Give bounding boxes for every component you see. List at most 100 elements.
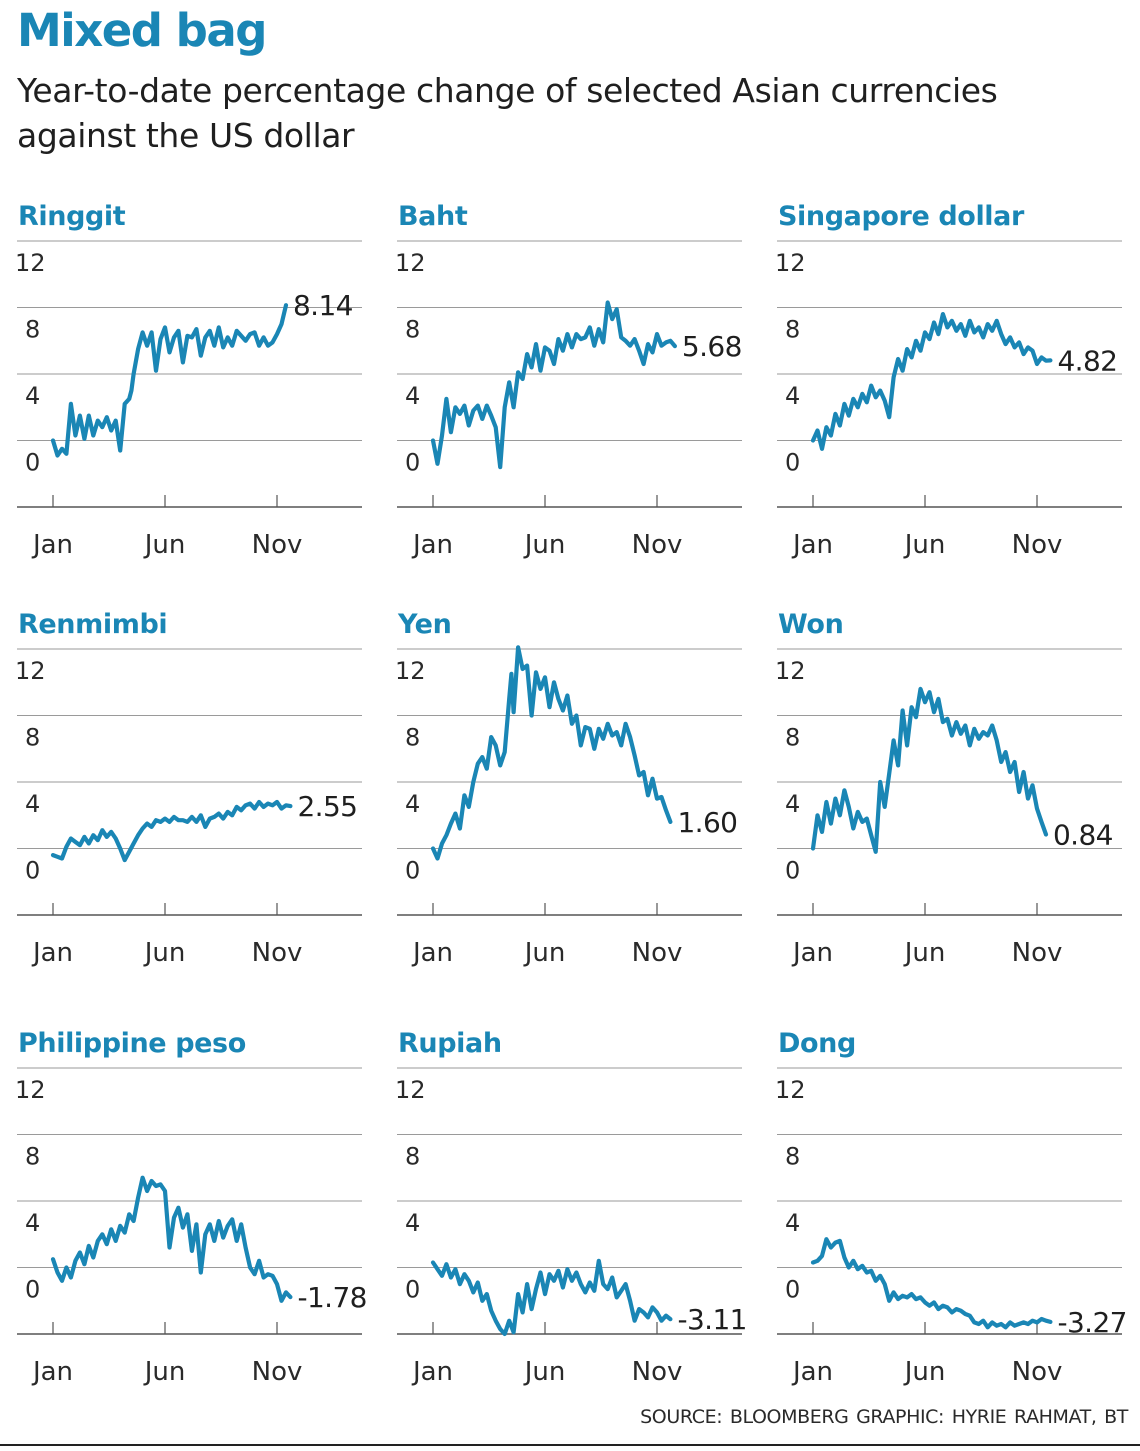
x-tick-label: Jan xyxy=(31,1357,73,1387)
y-tick-label: 4 xyxy=(405,382,420,410)
panel-yen: Yen 12 8 4 0 Jan Jun Nov 1.60 xyxy=(395,609,742,968)
y-tick-label: 8 xyxy=(785,724,800,752)
y-tick-label: 8 xyxy=(785,316,800,344)
panel-title: Ringgit xyxy=(18,201,126,232)
y-tick-label: 4 xyxy=(785,790,800,818)
end-value-label: 2.55 xyxy=(297,790,357,823)
y-tick-label: 8 xyxy=(405,724,420,752)
x-tick-label: Jun xyxy=(523,1357,566,1387)
panel-title: Singapore dollar xyxy=(778,201,1025,232)
end-value-label: -3.11 xyxy=(677,1303,746,1336)
x-tick-label: Jun xyxy=(523,938,566,968)
end-value-label: 5.68 xyxy=(682,330,742,363)
y-tick-label: 8 xyxy=(405,316,420,344)
end-value-label: 8.14 xyxy=(293,289,353,322)
bottom-rule xyxy=(0,1444,1140,1446)
x-tick-label: Nov xyxy=(252,530,303,560)
y-tick-label: 0 xyxy=(405,857,420,885)
series-line-ringgit xyxy=(50,303,289,458)
y-tick-label: 12 xyxy=(395,1076,426,1104)
panel-title: Baht xyxy=(398,201,468,232)
x-tick-label: Nov xyxy=(252,938,303,968)
panel-ringgit: Ringgit 12 8 4 0 Jan Jun Nov 8.14 xyxy=(15,201,362,560)
y-tick-label: 12 xyxy=(775,657,806,685)
y-tick-label: 8 xyxy=(25,1143,40,1171)
panel-dong: Dong 12 8 4 0 Jan Jun Nov -3.27 xyxy=(775,1028,1127,1387)
end-value-label: 0.84 xyxy=(1053,819,1113,852)
panel-title: Yen xyxy=(397,609,451,640)
page-title: Mixed bag xyxy=(17,4,267,57)
y-tick-label: 4 xyxy=(785,1209,800,1237)
source-credit: SOURCE: BLOOMBERG GRAPHIC: HYRIE RAHMAT,… xyxy=(640,1406,1128,1428)
y-tick-label: 0 xyxy=(405,449,420,477)
y-tick-label: 0 xyxy=(785,449,800,477)
y-tick-label: 12 xyxy=(395,657,426,685)
x-tick-label: Jan xyxy=(31,530,73,560)
y-tick-label: 4 xyxy=(25,790,40,818)
panel-singapore-dollar: Singapore dollar 12 8 4 0 Jan Jun Nov 4.82 xyxy=(775,201,1122,560)
y-tick-label: 8 xyxy=(25,724,40,752)
y-tick-label: 12 xyxy=(15,249,46,277)
x-tick-label: Nov xyxy=(1012,938,1063,968)
y-tick-label: 8 xyxy=(405,1143,420,1171)
x-tick-label: Nov xyxy=(252,1357,303,1387)
series-line-yen xyxy=(430,645,673,861)
end-value-label: -3.27 xyxy=(1057,1306,1126,1339)
x-tick-label: Jun xyxy=(903,1357,946,1387)
y-tick-label: 0 xyxy=(25,857,40,885)
x-tick-label: Jan xyxy=(791,1357,833,1387)
panel-philippine-peso: Philippine peso 12 8 4 0 Jan Jun Nov -1.78 xyxy=(15,1028,367,1387)
x-tick-label: Jun xyxy=(523,530,566,560)
page-subtitle: Year-to-date percentage change of select… xyxy=(17,71,998,155)
y-tick-label: 0 xyxy=(25,449,40,477)
y-tick-label: 4 xyxy=(25,1209,40,1237)
series-line-won xyxy=(810,686,1049,854)
panel-baht: Baht 12 8 4 0 Jan Jun Nov 5.68 xyxy=(395,201,742,560)
series-line-rupiah xyxy=(430,1258,673,1337)
panel-title: Philippine peso xyxy=(18,1028,246,1059)
x-tick-label: Jan xyxy=(31,938,73,968)
y-tick-label: 0 xyxy=(785,857,800,885)
y-tick-label: 8 xyxy=(25,316,40,344)
x-tick-label: Nov xyxy=(632,530,683,560)
panel-title: Dong xyxy=(778,1028,856,1059)
end-value-label: -1.78 xyxy=(297,1281,366,1314)
y-tick-label: 12 xyxy=(775,1076,806,1104)
y-tick-label: 12 xyxy=(775,249,806,277)
end-value-label: 4.82 xyxy=(1057,344,1117,377)
x-tick-label: Jan xyxy=(411,1357,453,1387)
y-tick-label: 12 xyxy=(15,1076,46,1104)
y-tick-label: 0 xyxy=(405,1276,420,1304)
series-line-baht xyxy=(430,300,678,470)
series-line-singapore-dollar xyxy=(810,312,1053,451)
y-tick-label: 8 xyxy=(785,1143,800,1171)
x-tick-label: Jun xyxy=(143,1357,186,1387)
panel-title: Renmimbi xyxy=(18,609,167,640)
panel-rupiah: Rupiah 12 8 4 0 Jan Jun Nov -3.11 xyxy=(395,1028,747,1387)
panel-won: Won 12 8 4 0 Jan Jun Nov 0.84 xyxy=(775,609,1122,968)
x-tick-label: Nov xyxy=(1012,530,1063,560)
panel-renmimbi: Renmimbi 12 8 4 0 Jan Jun Nov 2.55 xyxy=(15,609,362,968)
y-tick-label: 0 xyxy=(25,1276,40,1304)
x-tick-label: Nov xyxy=(1012,1357,1063,1387)
x-tick-label: Jan xyxy=(791,530,833,560)
y-tick-label: 4 xyxy=(785,382,800,410)
y-tick-label: 0 xyxy=(785,1276,800,1304)
x-tick-label: Jun xyxy=(903,938,946,968)
end-value-label: 1.60 xyxy=(677,806,737,839)
series-line-renmimbi xyxy=(50,799,293,863)
x-tick-label: Jan xyxy=(791,938,833,968)
y-tick-label: 12 xyxy=(395,249,426,277)
panel-title: Won xyxy=(778,609,843,640)
y-tick-label: 4 xyxy=(405,1209,420,1237)
x-tick-label: Jan xyxy=(411,530,453,560)
y-tick-label: 4 xyxy=(25,382,40,410)
series-line-philippine-peso xyxy=(50,1175,293,1303)
x-tick-label: Nov xyxy=(632,1357,683,1387)
x-tick-label: Jun xyxy=(903,530,946,560)
x-tick-label: Nov xyxy=(632,938,683,968)
x-tick-label: Jun xyxy=(143,938,186,968)
panel-title: Rupiah xyxy=(398,1028,502,1059)
y-tick-label: 12 xyxy=(15,657,46,685)
